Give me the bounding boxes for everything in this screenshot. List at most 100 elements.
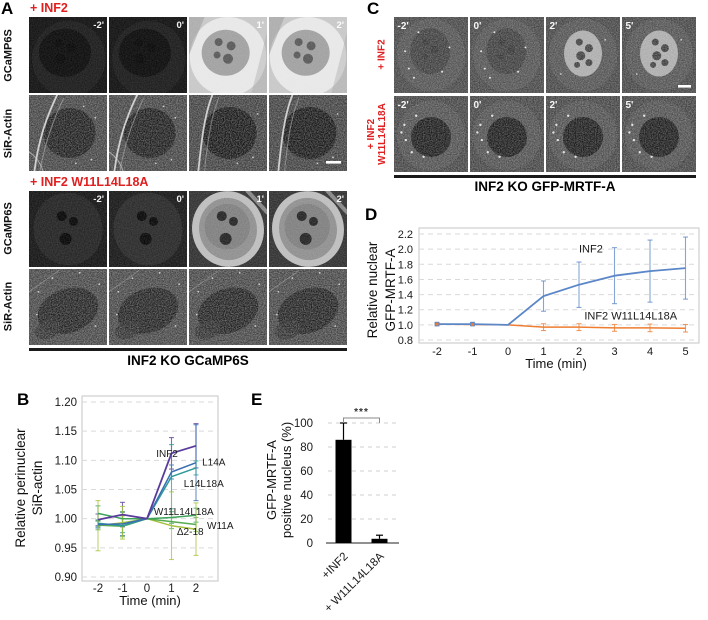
svg-text:Time (min): Time (min): [525, 356, 587, 371]
panel-a-grid-inf2: -2' 0' 1' 2': [29, 17, 347, 171]
svg-text:Relative nuclear: Relative nuclear: [365, 241, 380, 338]
svg-text:positive nucleus (%): positive nucleus (%): [279, 422, 294, 538]
svg-text:INF2: INF2: [579, 244, 603, 256]
micrograph-tile: [189, 95, 267, 171]
row-label-c-mutant-line2: W11L14L18A: [377, 103, 388, 165]
svg-text:INF2: INF2: [156, 449, 178, 460]
row-label-gcamp6s-2: GCaMP6S: [2, 202, 15, 255]
micrograph-tile: -2': [394, 96, 468, 172]
svg-text:4: 4: [647, 346, 653, 358]
svg-text:0.95: 0.95: [55, 543, 77, 555]
row-label-sir-actin-1: SiR-Actin: [2, 108, 15, 159]
svg-text:0': 0': [474, 21, 482, 32]
svg-text:1.8: 1.8: [398, 259, 413, 271]
panel-e-label: E: [251, 390, 263, 409]
panel-d-label: D: [365, 205, 378, 224]
svg-text:2.2: 2.2: [398, 229, 413, 241]
micrograph-tile: [109, 95, 187, 171]
svg-text:40: 40: [300, 490, 313, 502]
panel-a-caption: INF2 KO GCaMP6S: [127, 353, 249, 368]
svg-text:-2': -2': [93, 194, 104, 205]
panel-c-underline: [394, 175, 696, 178]
micrograph-tile: [29, 269, 107, 345]
micrograph-tile: 0': [470, 96, 544, 172]
micrograph-tile: -2': [29, 17, 107, 93]
svg-text:5: 5: [682, 346, 688, 358]
chart-relative-perinuclear-sir-actin: 0.90 0.95 1.00 1.05 1.10 1.15 1.20 -2 -1 0 1 2 Time …: [13, 395, 234, 608]
svg-text:0': 0': [176, 194, 184, 205]
svg-text:SiR-actin: SiR-actin: [30, 461, 45, 516]
svg-text:1: 1: [540, 346, 546, 358]
svg-text:GFP-MRTF-A: GFP-MRTF-A: [383, 249, 398, 332]
svg-text:***: ***: [354, 407, 369, 418]
svg-text:2': 2': [550, 21, 558, 32]
svg-text:0: 0: [505, 346, 511, 358]
svg-text:W11A: W11A: [207, 521, 234, 532]
svg-text:0': 0': [176, 20, 184, 31]
svg-text:1.6: 1.6: [398, 274, 413, 286]
micrograph-tile: 1': [189, 191, 267, 267]
row-label-c-mutant: + INF2 W11L14L18A: [366, 89, 388, 179]
micrograph-tile: 2': [546, 17, 620, 93]
svg-text:Time (min): Time (min): [119, 593, 181, 608]
svg-text:-2': -2': [93, 20, 104, 31]
svg-text:L14A: L14A: [202, 458, 226, 469]
svg-text:L14L18A: L14L18A: [184, 479, 224, 490]
svg-text:1.4: 1.4: [398, 290, 413, 302]
micrograph-tile: 2': [546, 96, 620, 172]
micrograph-tile: 0': [109, 17, 187, 93]
svg-text:1.00: 1.00: [55, 514, 77, 526]
panel-c-caption: INF2 KO GFP-MRTF-A: [474, 179, 616, 194]
svg-text:Δ2-18: Δ2-18: [177, 527, 204, 538]
micrograph-tile: -2': [394, 17, 468, 93]
micrograph-tile: 0': [470, 17, 544, 93]
row-label-c-inf2: + INF2: [377, 10, 388, 100]
micrograph-tile: [29, 95, 107, 171]
panel-a-grid-mutant: -2' 0' 1' 2': [29, 191, 347, 345]
svg-text:1': 1': [256, 20, 264, 31]
svg-text:0: 0: [307, 538, 313, 550]
svg-text:INF2 W11L14L18A: INF2 W11L14L18A: [584, 310, 677, 322]
chart-gfp-mrtf-a-positive-nucleus: 0 20 40 60 80 100 GFP-MRTF-A positive nucleus (…: [264, 407, 399, 615]
panel-a-group2-title: + INF2 W11L14L18A: [30, 175, 149, 189]
svg-text:1.20: 1.20: [55, 397, 77, 409]
row-label-gcamp6s-1: GCaMP6S: [2, 29, 15, 82]
row-label-c-inf2-line1: + INF2: [376, 39, 388, 70]
svg-text:-2: -2: [93, 583, 103, 595]
svg-text:Relative perinuclear: Relative perinuclear: [13, 428, 28, 548]
panel-a-label: A: [1, 0, 14, 18]
svg-text:5': 5': [626, 21, 634, 32]
svg-text:3: 3: [611, 346, 617, 358]
svg-text:GFP-MRTF-A: GFP-MRTF-A: [264, 440, 279, 520]
svg-text:100: 100: [294, 418, 313, 430]
svg-text:1.15: 1.15: [55, 426, 77, 438]
svg-text:2': 2': [336, 20, 344, 31]
svg-text:1.10: 1.10: [55, 455, 77, 467]
svg-text:1.2: 1.2: [398, 305, 413, 317]
svg-text:+INF2: +INF2: [320, 551, 351, 582]
row-label-sir-actin-2: SiR-Actin: [2, 281, 15, 332]
micrograph-tile: [269, 95, 347, 171]
svg-text:-1: -1: [468, 346, 478, 358]
panel-a-underline: [29, 348, 347, 351]
micrograph-tile: 1': [189, 17, 267, 93]
micrograph-tile: 0': [109, 191, 187, 267]
micrograph-tile: 5': [622, 17, 696, 93]
svg-text:2: 2: [576, 346, 582, 358]
svg-text:0': 0': [474, 100, 482, 111]
micrograph-tile: 5': [622, 96, 696, 172]
panel-c-grid: -2' 0' 2' 5' -2' 0' 2' 5': [394, 17, 696, 172]
svg-text:2: 2: [193, 583, 199, 595]
svg-text:-2': -2': [398, 100, 409, 111]
micrograph-tile: 2': [269, 191, 347, 267]
svg-text:-1: -1: [117, 583, 127, 595]
svg-text:2': 2': [336, 194, 344, 205]
svg-text:1: 1: [168, 583, 174, 595]
panel-a-group1-title: + INF2: [30, 1, 68, 15]
svg-text:W11L14L18A: W11L14L18A: [154, 507, 214, 518]
svg-text:80: 80: [300, 442, 313, 454]
svg-text:-2: -2: [432, 346, 442, 358]
micrograph-tile: [269, 269, 347, 345]
svg-text:2.0: 2.0: [398, 244, 413, 256]
